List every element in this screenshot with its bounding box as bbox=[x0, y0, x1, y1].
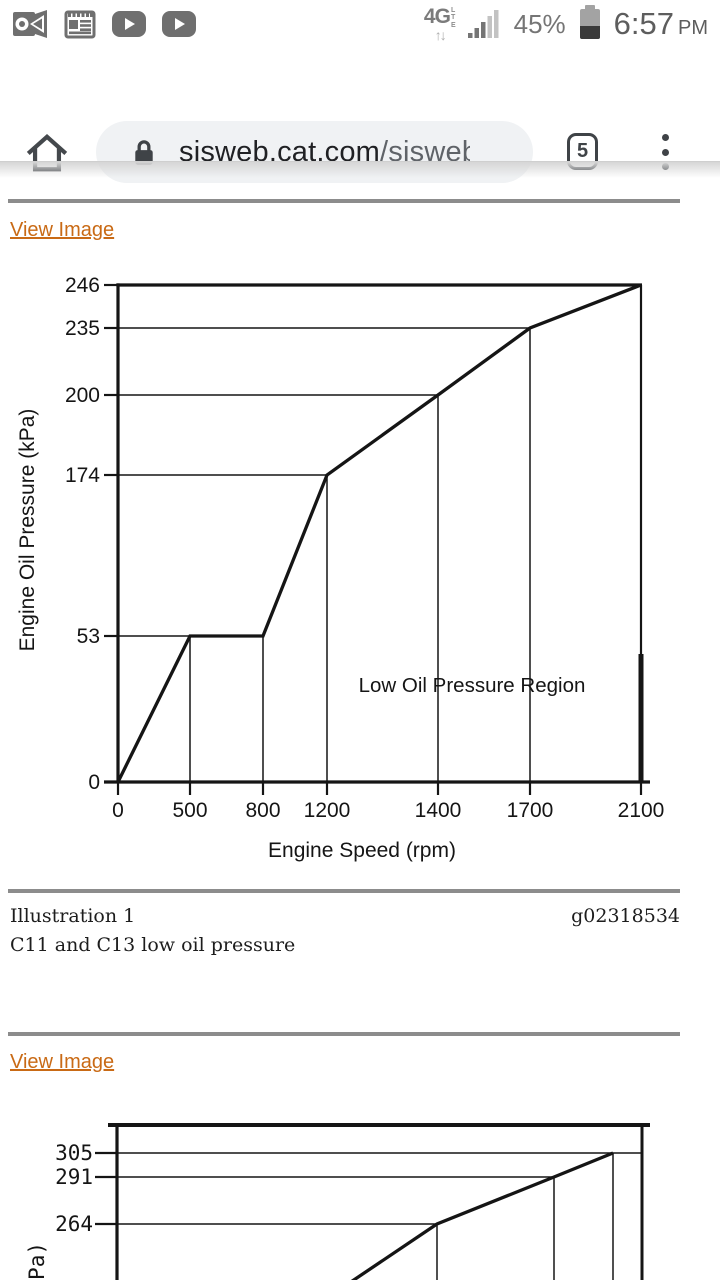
illustration-title: Illustration 1 bbox=[10, 905, 136, 927]
pressure-curve bbox=[116, 283, 642, 783]
section-divider bbox=[8, 199, 680, 203]
y-tick-label: 291 bbox=[55, 1165, 93, 1189]
y-axis-title-fragment: Pa) bbox=[25, 1242, 49, 1280]
data-arrows-icon: ↑↓ bbox=[434, 27, 447, 44]
x-tick-label: 500 bbox=[172, 799, 207, 822]
x-tick-label: 1200 bbox=[304, 799, 351, 822]
x-tick-label: 2100 bbox=[618, 799, 665, 822]
ampm-label: PM bbox=[678, 17, 708, 39]
toolbar-shadow bbox=[0, 161, 720, 178]
y-tick-label: 53 bbox=[77, 625, 100, 648]
time-label: 6:57 bbox=[613, 6, 674, 41]
illustration-caption: Illustration 1 g02318534 C11 and C13 low… bbox=[10, 905, 680, 956]
news-icon bbox=[64, 10, 96, 39]
browser-toolbar: sisweb.cat.com/sisweb 5 bbox=[0, 48, 720, 183]
tab-count-label: 5 bbox=[576, 140, 589, 162]
play-icon bbox=[162, 11, 196, 37]
y-tick-label: 235 bbox=[65, 317, 100, 340]
x-tick-label: 800 bbox=[245, 799, 280, 822]
y-tick-label: 264 bbox=[55, 1212, 93, 1236]
chart-annotation: Low Oil Pressure Region bbox=[359, 674, 586, 697]
menu-dot bbox=[661, 134, 669, 141]
notification-icons bbox=[12, 8, 196, 40]
illustration-subtitle: C11 and C13 low oil pressure bbox=[10, 934, 296, 956]
x-tick-label: 1700 bbox=[507, 799, 554, 822]
signal-strength-icon bbox=[467, 10, 499, 38]
y-tick-label: 305 bbox=[55, 1141, 93, 1165]
menu-dot bbox=[661, 148, 669, 156]
section-divider bbox=[8, 889, 680, 893]
y-tick-label: 174 bbox=[65, 464, 100, 487]
y-tick-label: 200 bbox=[65, 384, 100, 407]
battery-icon bbox=[579, 5, 600, 43]
pressure-curve-2 bbox=[350, 1151, 614, 1280]
lock-icon[interactable] bbox=[132, 138, 156, 167]
url-path-clipped: b bbox=[462, 136, 470, 169]
outlook-icon bbox=[13, 10, 47, 38]
network-type-label: 4G bbox=[423, 4, 451, 28]
illustration-ref-number: g02318534 bbox=[571, 905, 680, 927]
clock: 6:57 PM bbox=[614, 6, 708, 42]
y-tick-label: 0 bbox=[88, 771, 100, 794]
battery-percent-label: 45% bbox=[513, 8, 566, 39]
x-tick-label: 1400 bbox=[415, 799, 462, 822]
y-tick-label: 246 bbox=[65, 274, 100, 297]
view-image-link[interactable]: View Image bbox=[10, 1051, 115, 1073]
view-image-link[interactable]: View Image bbox=[10, 219, 115, 241]
section-divider bbox=[8, 1032, 680, 1036]
x-tick-label: 0 bbox=[112, 799, 124, 822]
play-icon bbox=[112, 11, 146, 37]
x-axis-title: Engine Speed (rpm) bbox=[268, 839, 456, 862]
y-axis-title: Engine Oil Pressure (kPa) bbox=[16, 409, 39, 652]
